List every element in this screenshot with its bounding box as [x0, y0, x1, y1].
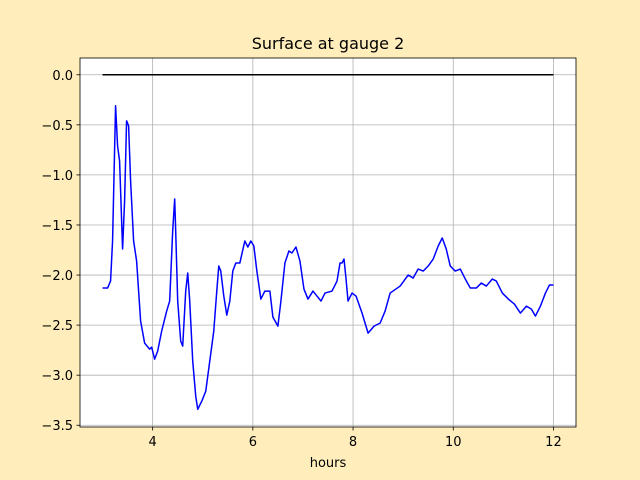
y-tick-label: −2.0: [41, 269, 73, 284]
plot-layer: [80, 58, 576, 427]
axes-frame: [79, 57, 577, 428]
x-axis-label: hours: [310, 456, 347, 471]
x-tick-label: 12: [545, 435, 562, 450]
plot-area: [80, 58, 576, 427]
y-tick-label: −0.5: [41, 119, 73, 134]
x-tick-label: 10: [445, 435, 462, 450]
y-tick-label: −1.5: [41, 219, 73, 234]
x-tick-label: 6: [249, 435, 257, 450]
series-line: [102, 105, 554, 410]
y-tick-label: −3.0: [41, 369, 73, 384]
chart-title: Surface at gauge 2: [252, 34, 405, 53]
x-tick-label: 4: [149, 435, 157, 450]
x-tick-label: 8: [349, 435, 357, 450]
y-tick-label: 0.0: [52, 69, 73, 84]
y-tick-label: −1.0: [41, 169, 73, 184]
y-tick-label: −3.5: [41, 419, 73, 434]
y-tick-label: −2.5: [41, 319, 73, 334]
